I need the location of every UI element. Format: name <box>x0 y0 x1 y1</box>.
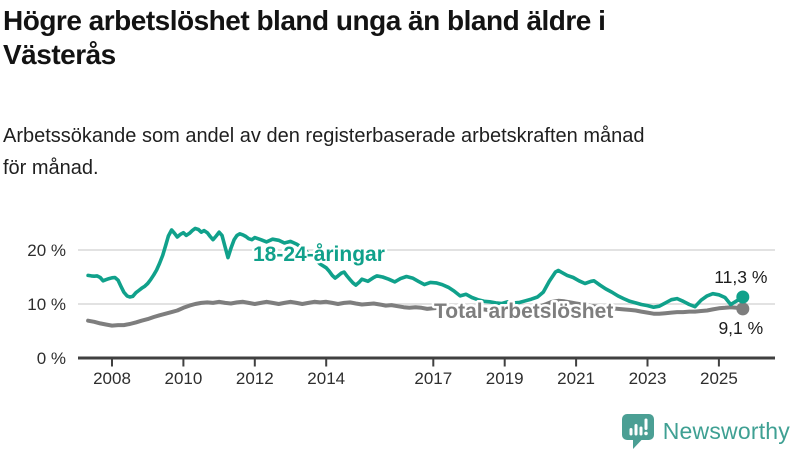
end-value-annotation-1: 11,3 % <box>714 267 767 287</box>
x-axis-tick-label: 2025 <box>700 369 738 388</box>
exclamation-dot <box>643 431 648 436</box>
newsworthy-logo-icon <box>621 414 654 449</box>
newsworthy-wordmark: Newsworthy <box>662 417 790 444</box>
x-axis-tick-label: 2021 <box>557 369 595 388</box>
subtitle-line-1: Arbetssökande som andel av den registerb… <box>3 125 645 147</box>
x-axis-tick-label: 2014 <box>307 369 345 388</box>
title-line-2: Västerås <box>3 39 116 70</box>
series-end-dot-0 <box>736 302 750 316</box>
mini-bar-chart-glyph <box>629 418 648 436</box>
x-axis-tick-label: 2010 <box>164 369 202 388</box>
x-axis-tick-label: 2012 <box>236 369 274 388</box>
series-end-dot-1 <box>736 290 750 304</box>
newsworthy-logo: Newsworthy <box>621 413 790 449</box>
subtitle-line-2: för månad. <box>3 157 99 179</box>
x-axis-tick-label: 2017 <box>414 369 452 388</box>
x-axis-tick-label: 2008 <box>93 369 131 388</box>
title-line-1: Högre arbetslöshet bland unga än bland ä… <box>3 5 606 36</box>
chart-subtitle: Arbetssökande som andel av den registerb… <box>3 120 793 184</box>
series-line-1 <box>86 226 745 310</box>
series-label-1: 18-24-åringar <box>253 243 385 266</box>
series-label-0: Total arbetslöshet <box>434 300 613 323</box>
y-axis-tick-label: 0 % <box>37 349 66 368</box>
end-value-annotation-0: 9,1 % <box>718 318 763 338</box>
page-title: Högre arbetslöshet bland unga än bland ä… <box>3 4 793 72</box>
x-axis-tick-label: 2019 <box>486 369 524 388</box>
x-axis-tick-label: 2023 <box>629 369 667 388</box>
speech-bubble-shape <box>621 414 654 449</box>
y-axis-tick-label: 20 % <box>27 241 66 260</box>
series-line-0 <box>86 298 745 328</box>
y-axis-tick-label: 10 % <box>27 295 66 314</box>
